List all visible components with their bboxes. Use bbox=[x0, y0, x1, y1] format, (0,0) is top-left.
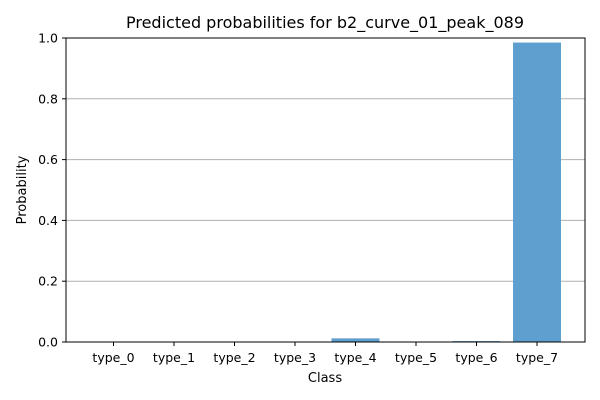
x-tick-label: type_3 bbox=[274, 350, 316, 365]
bars bbox=[89, 42, 561, 343]
y-tick-label: 1.0 bbox=[38, 31, 58, 46]
y-tick-label: 0.4 bbox=[38, 213, 58, 228]
y-tick-label: 0.6 bbox=[38, 152, 58, 167]
x-axis-label: Class bbox=[308, 371, 342, 386]
y-tick-label: 0.0 bbox=[38, 335, 58, 350]
y-tick-label: 0.2 bbox=[38, 274, 58, 289]
x-tick-label: type_7 bbox=[516, 350, 558, 365]
grid-lines bbox=[66, 98, 585, 282]
bar-type_4 bbox=[331, 338, 380, 342]
x-tick-label: type_5 bbox=[395, 350, 437, 365]
bar-type_7 bbox=[513, 42, 561, 343]
x-axis-ticks: type_0 type_1 type_2 type_3 type_4 type_5 type… bbox=[92, 342, 558, 365]
x-tick-label: type_1 bbox=[153, 350, 195, 365]
x-tick-label: type_0 bbox=[92, 350, 134, 365]
y-axis-ticks: 0.0 0.2 0.4 0.6 0.8 1.0 bbox=[38, 31, 66, 350]
x-tick-label: type_6 bbox=[455, 350, 497, 365]
y-axis-label: Probability bbox=[15, 155, 30, 224]
plot-frame bbox=[65, 37, 586, 343]
x-tick-label: type_4 bbox=[334, 350, 376, 365]
y-tick-label: 0.8 bbox=[38, 91, 58, 106]
x-tick-label: type_2 bbox=[213, 350, 255, 365]
chart-title: Predicted probabilities for b2_curve_01_… bbox=[126, 13, 524, 33]
